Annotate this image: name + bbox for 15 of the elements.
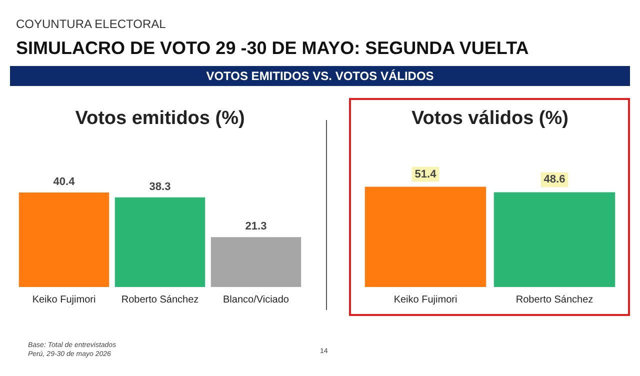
data-label: 38.3	[149, 180, 171, 193]
text: SIMULACRO DE VOTO 29 -30 DE MAYO: SEGUNDA VUELTA	[16, 38, 529, 59]
data-label: 48.6	[544, 174, 566, 186]
chart-title: Votos válidos (%)	[412, 108, 568, 129]
chart-title: Votos emitidos (%)	[75, 108, 245, 129]
x-tick-label: Roberto Sánchez	[516, 294, 594, 306]
text: VOTOS EMITIDOS VS. VOTOS VÁLIDOS	[10, 66, 630, 86]
x-tick-label: Keiko Fujimori	[394, 294, 458, 306]
x-tick-label: Blanco/Viciado	[223, 294, 290, 306]
data-label: 40.4	[53, 176, 76, 188]
x-tick-label: Keiko Fujimori	[32, 294, 96, 306]
data-label: 21.3	[245, 220, 267, 233]
x-tick-label: Roberto Sánchez	[121, 294, 199, 306]
text: COYUNTURA ELECTORAL	[16, 17, 166, 31]
data-label: 51.4	[414, 168, 438, 180]
